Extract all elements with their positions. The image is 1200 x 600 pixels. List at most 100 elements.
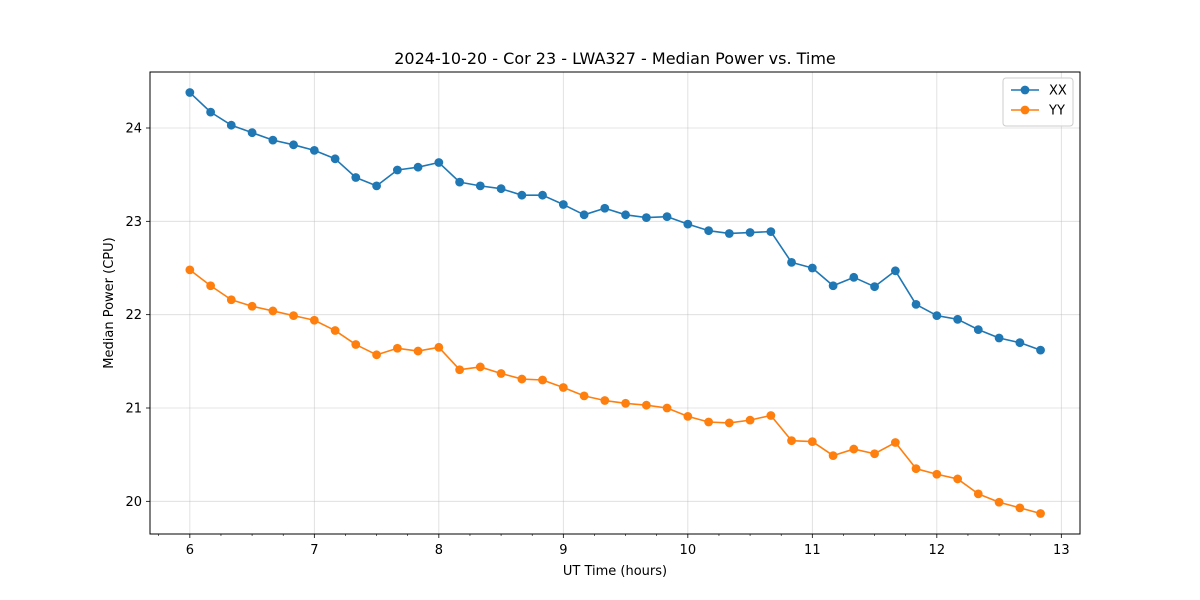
data-point-xx xyxy=(206,107,216,117)
data-point-yy xyxy=(870,449,879,459)
data-point-xx xyxy=(185,88,195,97)
data-point-xx xyxy=(1036,345,1045,355)
data-point-yy xyxy=(330,326,340,335)
data-point-yy xyxy=(994,497,1004,507)
y-tick-label: 20 xyxy=(125,495,142,510)
data-point-yy xyxy=(807,437,817,446)
data-point-yy xyxy=(953,474,963,484)
data-point-yy xyxy=(849,444,859,454)
data-point-yy xyxy=(455,365,465,375)
data-point-yy xyxy=(434,342,444,352)
chart-title: 2024-10-20 - Cor 23 - LWA327 - Median Po… xyxy=(394,49,836,68)
data-point-xx xyxy=(973,325,983,334)
data-point-xx xyxy=(870,282,879,292)
data-point-yy xyxy=(372,350,381,360)
data-point-yy xyxy=(289,311,298,320)
data-point-xx xyxy=(849,272,859,282)
legend-label-xx: XX xyxy=(1049,84,1067,99)
data-point-xx xyxy=(268,135,278,145)
data-point-xx xyxy=(475,181,485,191)
data-point-xx xyxy=(538,190,547,200)
data-point-yy xyxy=(247,301,257,311)
axes: 6 7 8 9 10 11 12 13 20 21 22 23 24 xyxy=(125,122,1069,559)
data-point-xx xyxy=(807,263,817,273)
data-point-yy xyxy=(600,396,610,405)
data-point-xx xyxy=(351,173,361,182)
data-point-yy xyxy=(973,489,983,499)
data-point-xx xyxy=(766,227,776,237)
data-point-xx xyxy=(247,128,257,138)
data-point-xx xyxy=(413,162,423,172)
data-point-yy xyxy=(641,400,651,410)
x-tick-label: 9 xyxy=(559,543,567,558)
data-point-xx xyxy=(517,190,527,200)
data-point-yy xyxy=(392,343,402,353)
data-point-yy xyxy=(475,362,485,372)
data-point-yy xyxy=(226,295,236,305)
data-point-xx xyxy=(911,300,921,309)
data-point-yy xyxy=(351,340,361,349)
data-point-yy xyxy=(787,436,796,446)
y-tick-label: 21 xyxy=(125,402,142,417)
data-point-xx xyxy=(392,165,402,175)
series-layer xyxy=(185,88,1045,518)
data-point-yy xyxy=(538,375,547,385)
series-xx xyxy=(185,88,1045,355)
data-point-yy xyxy=(185,265,195,275)
data-point-xx xyxy=(683,219,693,229)
x-tick-label: 8 xyxy=(435,543,443,558)
data-point-yy xyxy=(517,374,527,384)
data-point-yy xyxy=(890,438,900,447)
data-point-xx xyxy=(496,184,506,194)
x-tick-label: 10 xyxy=(680,543,697,558)
data-point-yy xyxy=(413,346,423,356)
data-point-yy xyxy=(579,391,589,401)
plot-frame xyxy=(149,71,1081,535)
legend: XX YY xyxy=(1002,77,1074,127)
x-axis-label: UT Time (hours) xyxy=(563,564,667,579)
data-point-xx xyxy=(600,203,610,213)
data-point-xx xyxy=(890,266,900,276)
series-yy xyxy=(185,265,1045,518)
y-tick-label: 23 xyxy=(125,215,142,230)
x-tick-label: 12 xyxy=(929,543,946,558)
data-point-yy xyxy=(662,403,672,413)
data-point-xx xyxy=(434,158,444,167)
data-point-xx xyxy=(289,140,298,150)
data-point-yy xyxy=(724,418,734,428)
data-point-xx xyxy=(704,226,714,236)
data-point-xx xyxy=(309,146,319,155)
data-point-xx xyxy=(953,314,963,324)
data-point-xx xyxy=(932,311,942,320)
data-point-yy xyxy=(704,417,714,427)
data-point-xx xyxy=(994,333,1004,343)
grid xyxy=(150,72,1080,534)
data-point-yy xyxy=(1036,509,1045,518)
data-point-yy xyxy=(683,412,693,421)
data-point-yy xyxy=(932,469,942,479)
data-point-yy xyxy=(496,369,506,378)
x-tick-label: 7 xyxy=(310,543,318,558)
data-point-xx xyxy=(621,210,630,220)
data-point-yy xyxy=(309,315,319,325)
x-tick-label: 11 xyxy=(804,543,821,558)
data-point-yy xyxy=(766,411,776,420)
legend-marker-xx xyxy=(1020,85,1030,95)
data-point-yy xyxy=(911,464,921,474)
data-point-xx xyxy=(662,212,672,222)
data-point-xx xyxy=(641,213,651,223)
data-point-xx xyxy=(455,177,465,187)
legend-label-yy: YY xyxy=(1048,104,1065,119)
legend-marker-yy xyxy=(1020,105,1030,115)
data-point-xx xyxy=(226,120,236,130)
data-point-xx xyxy=(579,210,589,220)
x-tick-label: 13 xyxy=(1053,543,1070,558)
data-point-xx xyxy=(828,281,838,291)
data-point-yy xyxy=(828,451,838,460)
data-point-xx xyxy=(724,229,734,238)
y-tick-label: 22 xyxy=(125,308,142,323)
data-point-yy xyxy=(1015,503,1025,513)
data-point-yy xyxy=(268,306,278,316)
data-point-xx xyxy=(558,200,568,209)
